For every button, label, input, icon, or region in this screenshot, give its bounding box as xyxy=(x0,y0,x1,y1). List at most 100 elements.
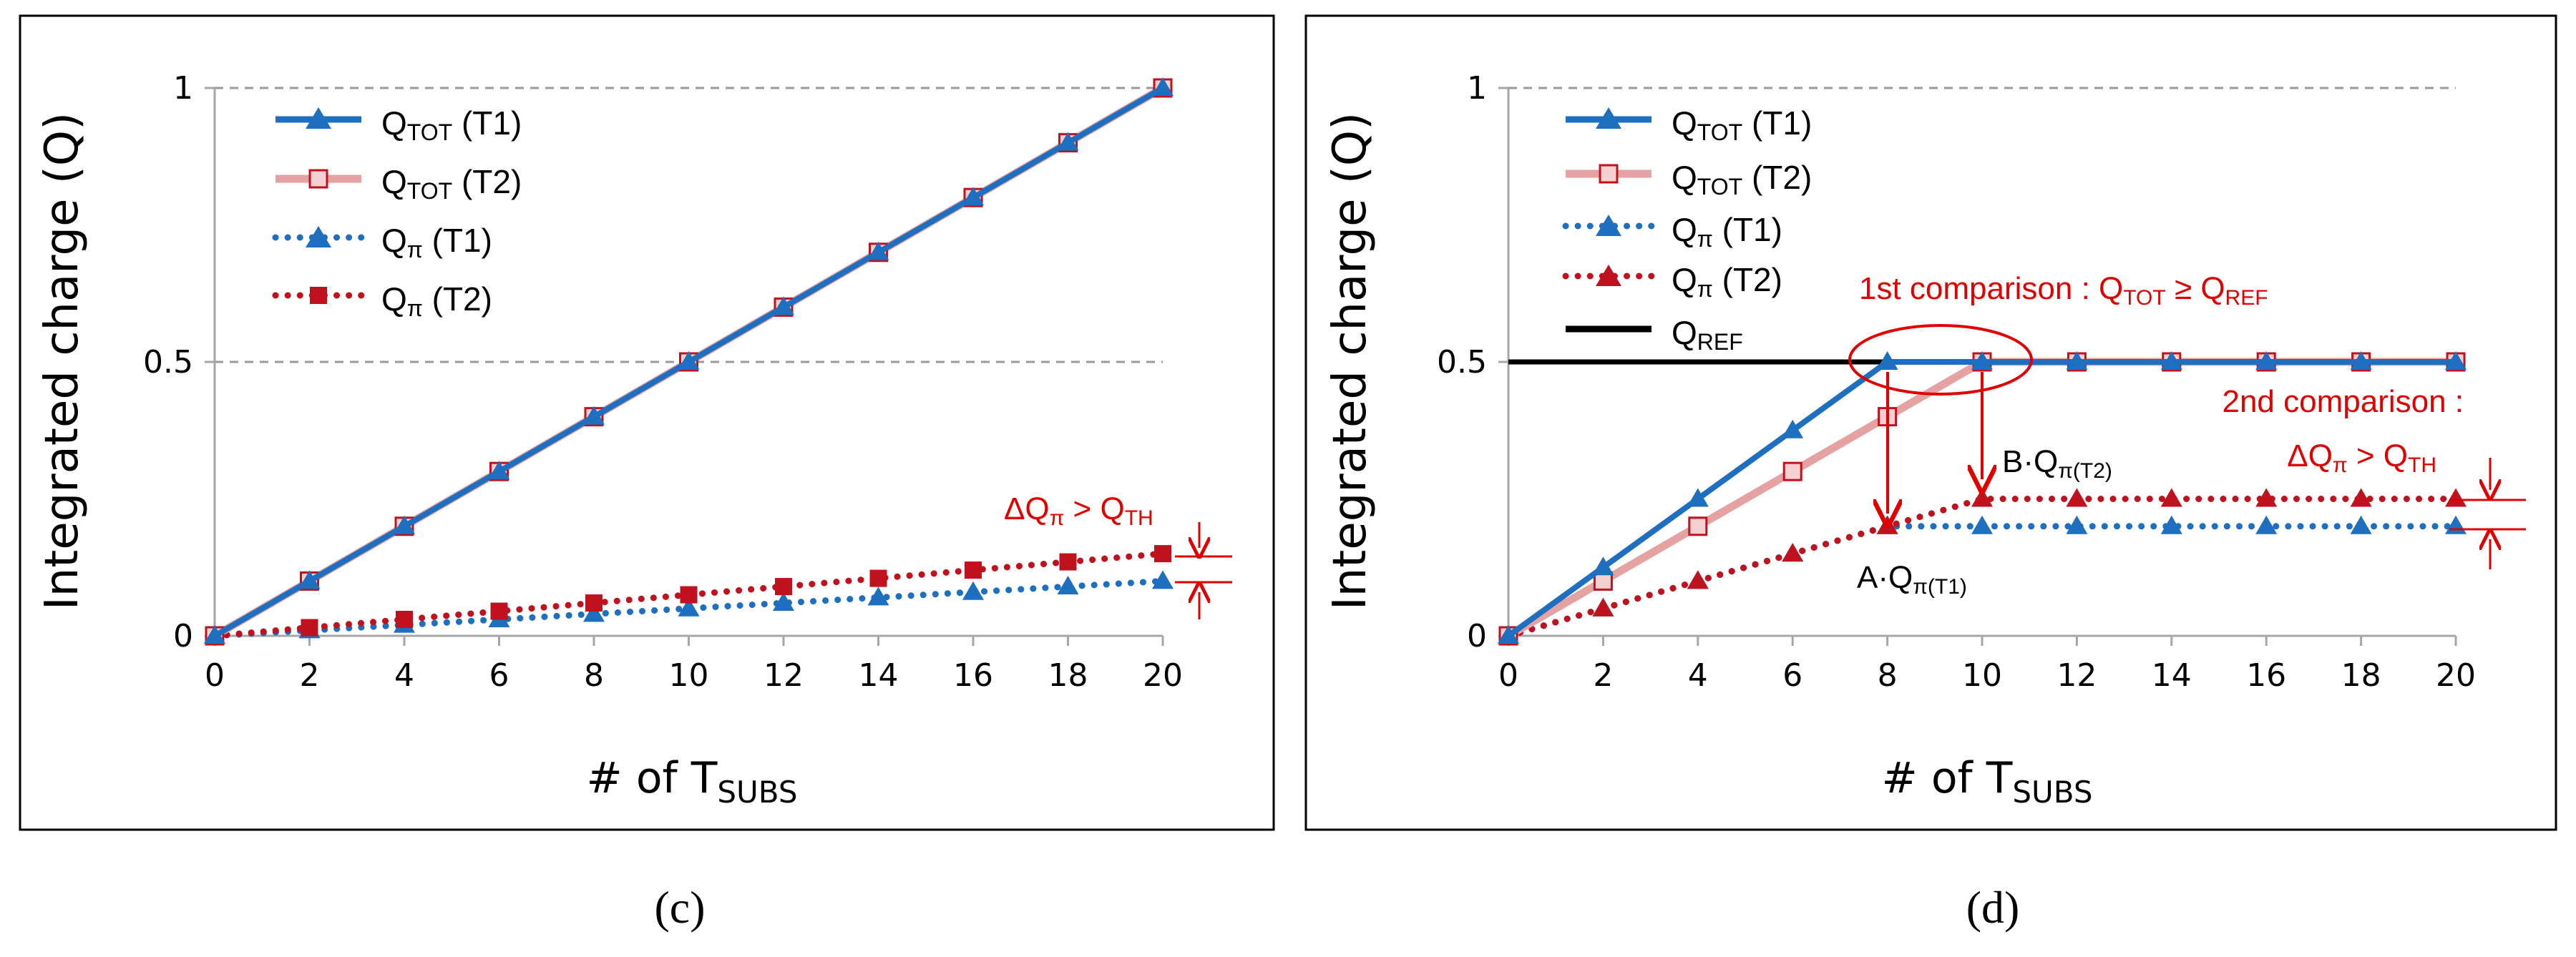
legend-item-qtot-t2: QTOT (T2) xyxy=(275,163,522,204)
comparison-ellipse xyxy=(1848,324,2033,396)
data-point-qpi_t1 xyxy=(1152,570,1174,589)
data-point-qtot_t1 xyxy=(2445,351,2467,370)
data-point-qpi_t2 xyxy=(1592,597,1614,617)
svg-text:QTOT (T1): QTOT (T1) xyxy=(1672,104,1812,145)
x-tick-label: 12 xyxy=(2057,657,2097,694)
x-tick-label: 6 xyxy=(1782,657,1802,694)
panel-c-gridlines xyxy=(215,87,1163,363)
legend-item-qpi-t2: Qπ (T2) xyxy=(272,280,492,321)
data-point-qtot_t2 xyxy=(1688,516,1708,536)
data-point-qpi_t2 xyxy=(2160,488,2182,507)
data-point-qtot_t1 xyxy=(773,296,794,315)
x-tick-label: 18 xyxy=(1048,657,1088,694)
data-point-qtot_t1 xyxy=(1687,488,1709,507)
panel-c-frame xyxy=(19,14,1275,831)
series-qpi_t2 xyxy=(1498,488,2467,644)
x-tick-label: 10 xyxy=(669,657,709,694)
panel-c-axes xyxy=(205,87,1164,646)
data-point-qpi_t2 xyxy=(301,619,318,637)
data-point-qtot_t1 xyxy=(583,406,605,425)
x-tick-label: 0 xyxy=(1498,657,1518,694)
svg-text:Qπ (T1): Qπ (T1) xyxy=(381,222,492,262)
data-point-qpi_t1 xyxy=(2255,515,2278,534)
x-tick-label: 16 xyxy=(2246,657,2286,694)
x-tick-label: 16 xyxy=(953,657,993,694)
panel-c-xlabel: # of TSUBS xyxy=(586,753,797,810)
data-point-qpi_t2 xyxy=(1687,570,1709,589)
panel-d-series xyxy=(1498,351,2467,646)
data-point-qtot_t1 xyxy=(678,351,700,370)
data-point-qpi_t2 xyxy=(1154,545,1171,563)
series-qtot_t1 xyxy=(1498,351,2467,644)
panel-c-series xyxy=(204,77,1174,646)
data-point-qpi_t2 xyxy=(775,578,792,596)
data-point-qtot_t1 xyxy=(1152,77,1174,96)
data-point-qpi_t1 xyxy=(583,603,605,622)
panel-c-tick-labels: 00.510 2 4 6 8 10 12 14 16 18 20 xyxy=(143,70,1183,694)
series-qpi_t1 xyxy=(204,570,1174,644)
y-tick-label: 0 xyxy=(1467,618,1487,654)
y-tick-label: 1 xyxy=(1467,70,1487,107)
legend-item-qtot-t1: QTOT (T1) xyxy=(275,104,522,145)
x-tick-label: 2 xyxy=(1593,657,1613,694)
legend-item-qref: QREF xyxy=(1566,314,1743,355)
y-tick-label: 0.5 xyxy=(143,344,193,381)
svg-text:ΔQπ > QTH: ΔQπ > QTH xyxy=(1004,491,1153,530)
data-point-qpi_t1 xyxy=(962,581,984,600)
data-point-qpi_t1 xyxy=(1057,576,1079,595)
x-tick-label: 14 xyxy=(859,657,899,694)
data-point-qtot_t1 xyxy=(2066,351,2088,370)
panel-c-label: (c) xyxy=(654,882,705,933)
x-tick-label: 12 xyxy=(763,657,804,694)
legend-item-qpi-t1: Qπ (T1) xyxy=(1562,211,1782,252)
x-tick-label: 8 xyxy=(1878,657,1898,694)
svg-text:Qπ (T1): Qπ (T1) xyxy=(1672,211,1782,252)
data-point-qpi_t2 xyxy=(585,594,602,612)
data-point-qtot_t1 xyxy=(867,241,889,260)
x-tick-label: 20 xyxy=(2436,657,2476,694)
panel-d-legend: QTOT (T1) QTOT (T2) Qπ (T1) Qπ (T2) QREF xyxy=(1562,104,1812,355)
data-point-qpi_t1 xyxy=(2350,515,2372,534)
panel-d-annotations: 1st comparison : QTOT ≥ QREF 2nd compari… xyxy=(1848,271,2526,599)
data-point-qpi_t2 xyxy=(2350,488,2372,507)
svg-text:Qπ (T2): Qπ (T2) xyxy=(1672,261,1782,302)
chart-panel-d: 00.510 2 4 6 8 10 12 14 16 18 20 Integrated charge… xyxy=(1304,14,2557,933)
data-point-qtot_t1 xyxy=(1782,419,1804,438)
series-qpi_t2 xyxy=(206,545,1171,644)
x-tick-label: 14 xyxy=(2152,657,2192,694)
data-point-qpi_t1 xyxy=(867,587,889,606)
data-point-qtot_t1 xyxy=(2350,351,2372,370)
svg-text:QTOT (T2): QTOT (T2) xyxy=(381,163,522,204)
svg-text:Qπ (T2): Qπ (T2) xyxy=(381,280,492,321)
data-point-qpi_t2 xyxy=(1971,488,1993,507)
panel-d-frame xyxy=(1304,14,2557,831)
panel-d-tick-labels: 00.510 2 4 6 8 10 12 14 16 18 20 xyxy=(1437,70,2476,694)
data-point-qtot_t1 xyxy=(2160,351,2182,370)
x-tick-label: 20 xyxy=(1143,657,1183,694)
x-tick-label: 6 xyxy=(489,657,509,694)
y-tick-label: 1 xyxy=(173,70,193,107)
data-point-qpi_t1 xyxy=(1971,515,1993,534)
data-point-qpi_t2 xyxy=(1782,543,1804,562)
x-tick-label: 4 xyxy=(1688,657,1708,694)
data-point-qtot_t2 xyxy=(1593,571,1613,591)
x-tick-label: 4 xyxy=(394,657,414,694)
legend-item-qpi-t2: Qπ (T2) xyxy=(1562,261,1782,302)
data-point-qpi_t1 xyxy=(678,597,700,617)
series-qtot_t1 xyxy=(204,77,1174,644)
data-point-qtot_t1 xyxy=(1057,132,1079,151)
panel-c-legend: QTOT (T1) QTOT (T2) Qπ (T1) Qπ (T2) xyxy=(272,104,522,321)
x-tick-label: 10 xyxy=(1962,657,2002,694)
b-qpi-t2-label: B·Qπ(T2) xyxy=(2002,444,2112,483)
data-point-qpi_t2 xyxy=(396,611,413,629)
legend-item-qtot-t1: QTOT (T1) xyxy=(1566,104,1812,145)
data-point-qpi_t2 xyxy=(1059,553,1077,571)
data-point-qtot_t1 xyxy=(1971,351,1993,370)
series-line-qpi_t2 xyxy=(1505,496,2459,639)
panel-d-ylabel: Integrated charge (Q) xyxy=(1324,112,1377,610)
data-point-qpi_t2 xyxy=(490,602,508,620)
data-point-qtot_t1 xyxy=(2255,351,2278,370)
data-point-qtot_t1 xyxy=(962,187,984,206)
panel-c-ylabel: Integrated charge (Q) xyxy=(36,112,89,610)
